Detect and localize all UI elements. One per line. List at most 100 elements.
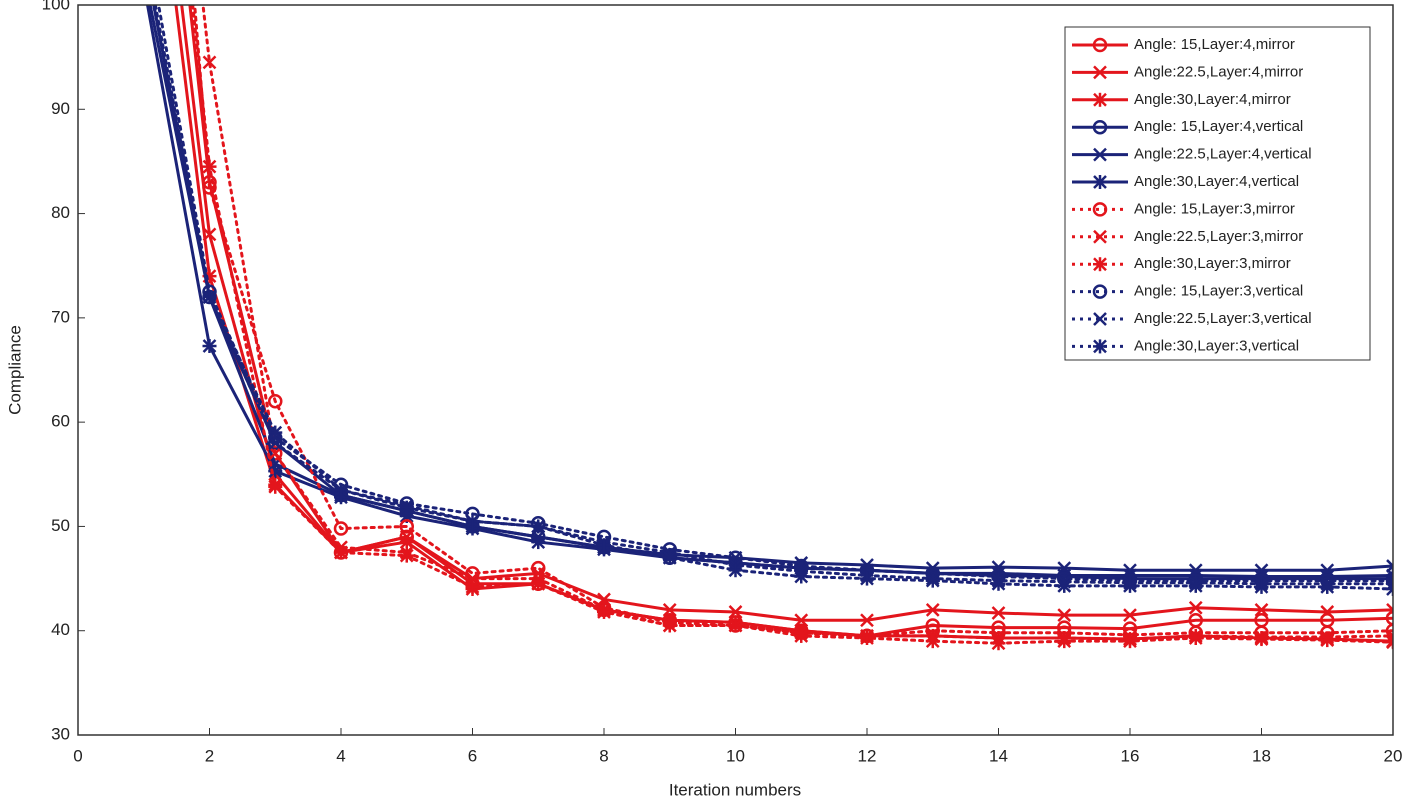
marker [1188,631,1203,646]
marker [1093,339,1107,354]
marker [1188,600,1203,615]
marker-shape [1092,119,1108,135]
marker-shape [1386,635,1393,644]
marker-shape [1386,568,1393,578]
legend-label: Angle:30,Layer:3,vertical [1134,337,1299,354]
legend-label: Angle:22.5,Layer:4,mirror [1134,63,1303,80]
marker [1093,229,1107,244]
legend-box [1064,26,1371,361]
series-line [152,5,1393,591]
marker [268,479,283,494]
marker [1093,65,1107,80]
marker [1057,608,1072,622]
marker-shape [1092,202,1108,217]
x-tick-label: 14 [989,746,1008,765]
marker-shape [662,602,677,617]
marker [794,613,809,628]
marker-shape [1386,559,1393,568]
marker [399,548,414,563]
legend-label: Angle:30,Layer:4,mirror [1134,91,1291,108]
marker [268,394,283,409]
marker [728,563,743,578]
y-tick-label: 50 [51,516,70,535]
marker [662,618,677,633]
marker-shape [1386,602,1393,612]
marker [399,500,414,515]
marker [662,550,677,565]
marker [1092,119,1108,135]
x-tick-label: 8 [599,746,608,765]
marker [1254,632,1269,647]
marker [1254,602,1269,617]
series-line [201,5,1393,641]
marker [1188,578,1203,593]
marker [1320,605,1335,619]
marker-shape [1093,147,1107,162]
legend-label: Angle: 15,Layer:4,vertical [1134,118,1303,135]
y-tick-label: 80 [51,203,70,222]
legend-label: Angle: 15,Layer:3,mirror [1134,200,1295,217]
legend-label: Angle:30,Layer:3,mirror [1134,255,1291,272]
marker [1093,312,1107,326]
marker-shape [1320,605,1335,619]
marker [1093,175,1107,189]
marker-shape [991,606,1006,620]
marker [728,605,743,619]
marker [1123,608,1137,622]
marker [268,446,283,461]
marker [1057,578,1072,593]
marker [1092,37,1108,53]
marker [925,602,940,617]
marker-shape [399,519,414,534]
marker [597,604,611,619]
marker-shape [1386,576,1393,586]
x-tick-label: 0 [73,746,82,765]
marker [1320,633,1335,648]
y-tick-label: 60 [51,412,70,431]
marker [662,602,677,617]
legend-label: Angle:22.5,Layer:4,vertical [1134,146,1312,163]
marker [1320,579,1335,594]
marker [268,436,283,450]
marker [991,576,1006,591]
marker [860,631,874,646]
marker [597,538,611,553]
marker-shape [1254,602,1269,617]
marker [1385,573,1393,588]
x-tick-label: 6 [468,746,477,765]
plot-area [146,5,1393,651]
marker [794,628,809,643]
marker [860,571,874,586]
marker [1093,257,1107,272]
marker-shape [1093,312,1107,326]
y-axis-label: Compliance [5,325,24,415]
series-line [146,5,1393,578]
marker-shape [202,180,217,195]
y-tick-label: 30 [51,724,70,743]
marker-shape [202,55,217,70]
marker-shape [1385,610,1393,626]
x-axis-label: Iteration numbers [669,780,801,799]
marker-shape [1385,573,1393,588]
marker-shape [794,613,809,628]
legend-label: Angle: 15,Layer:3,vertical [1134,283,1303,300]
legend-label: Angle:30,Layer:4,vertical [1134,173,1299,190]
marker [1093,147,1107,162]
x-tick-label: 12 [858,746,877,765]
y-tick-label: 100 [42,0,70,13]
marker [399,519,414,534]
marker [1386,602,1393,617]
marker-shape [1093,229,1107,244]
marker [1386,582,1393,596]
marker-shape [1386,640,1393,650]
marker-shape [1092,284,1108,299]
marker [202,290,217,304]
x-tick-label: 10 [726,746,745,765]
x-tick-label: 4 [336,746,345,765]
marker [991,606,1006,620]
marker-shape [1093,65,1107,80]
marker-shape [860,613,874,628]
marker [1093,92,1107,107]
marker-shape [925,602,940,617]
